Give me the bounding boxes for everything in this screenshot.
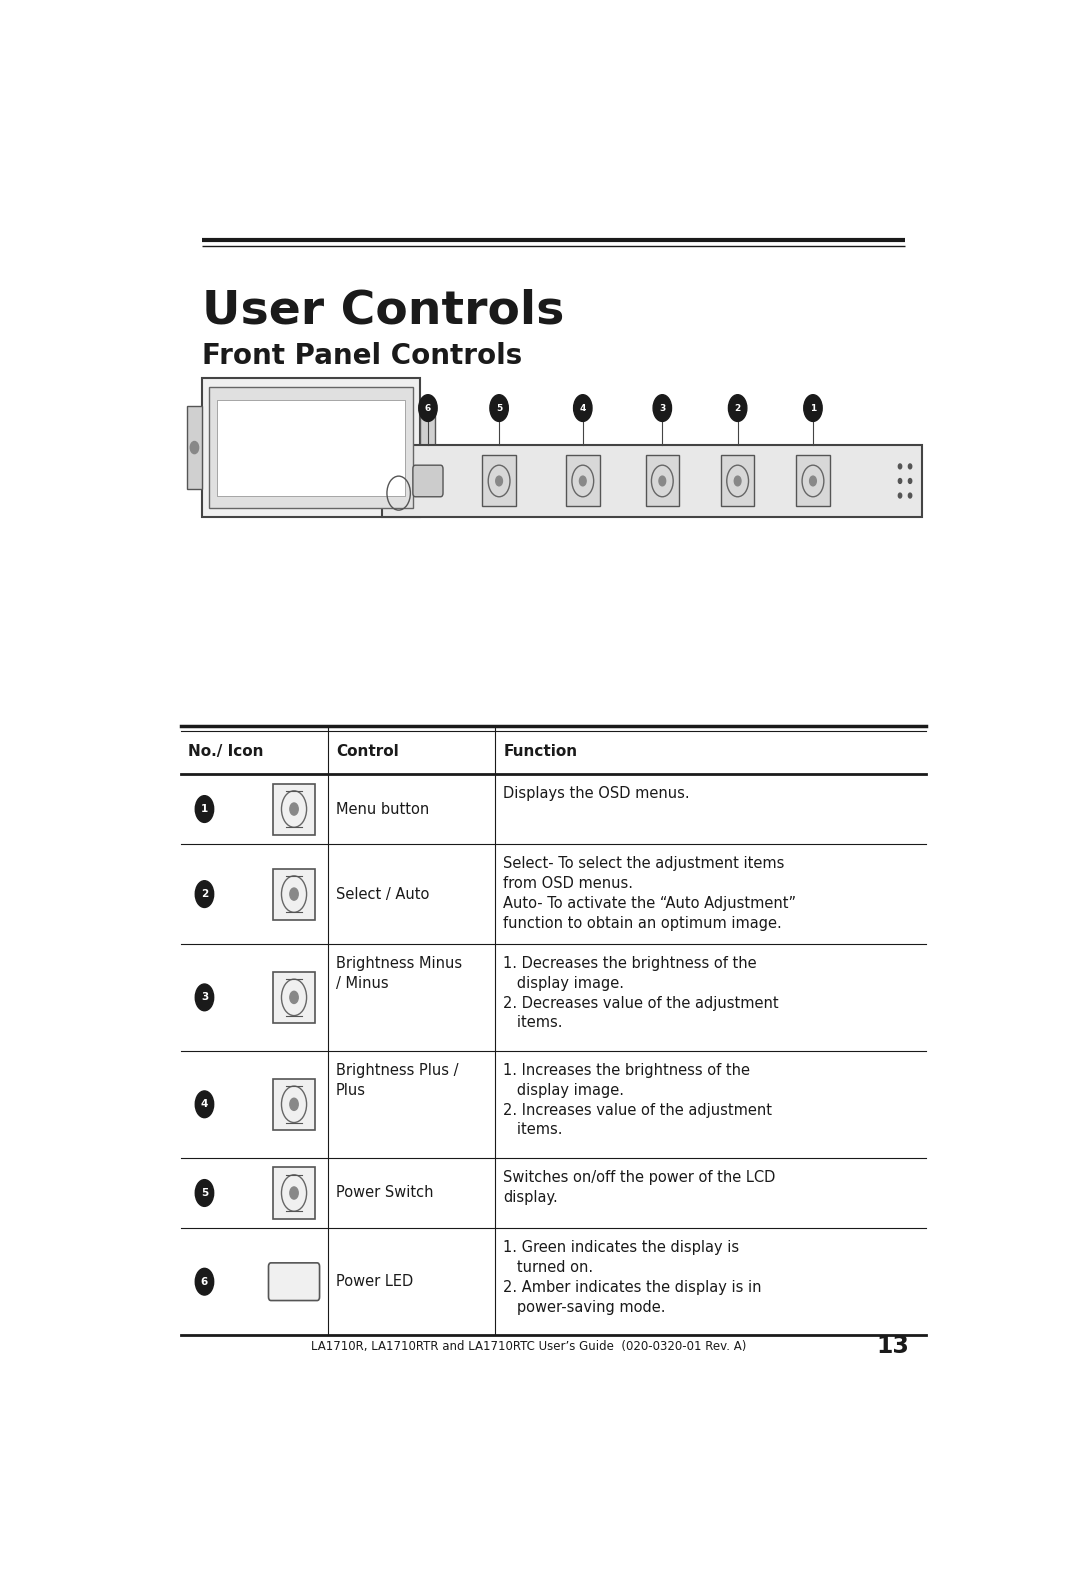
Bar [420,406,434,489]
Circle shape [734,477,741,486]
Bar [273,972,315,1023]
Text: 4: 4 [580,404,586,412]
Text: 6: 6 [201,1277,208,1286]
Text: 1: 1 [810,404,816,412]
Text: Brightness Plus /
Plus: Brightness Plus / Plus [336,1064,458,1098]
Text: Select / Auto: Select / Auto [336,887,429,901]
Text: 3: 3 [201,993,208,1002]
Circle shape [195,881,214,907]
Circle shape [195,1269,214,1296]
Circle shape [573,394,592,421]
Circle shape [899,478,902,483]
Text: 2: 2 [734,404,741,412]
Text: 5: 5 [201,1188,208,1198]
Text: 1. Decreases the brightness of the
   display image.
2. Decreases value of the a: 1. Decreases the brightness of the displ… [503,956,779,1030]
Text: 1. Increases the brightness of the
   display image.
2. Increases value of the a: 1. Increases the brightness of the displ… [503,1064,772,1138]
Circle shape [810,477,816,486]
Circle shape [490,394,509,421]
Circle shape [659,477,665,486]
Circle shape [419,394,437,421]
Text: LA1710R, LA1710RTR and LA1710RTC User’s Guide  (020-0320-01 Rev. A): LA1710R, LA1710RTR and LA1710RTC User’s … [311,1340,746,1352]
Text: Select- To select the adjustment items
from OSD menus.
Auto- To activate the “Au: Select- To select the adjustment items f… [503,857,796,931]
Circle shape [580,477,586,486]
Circle shape [289,1187,298,1199]
Bar [202,377,420,518]
Circle shape [908,492,912,499]
Bar [273,1079,315,1130]
FancyBboxPatch shape [269,1262,320,1300]
Circle shape [289,888,298,899]
Text: 1: 1 [201,805,208,814]
Bar [483,456,516,507]
Bar [273,1168,315,1218]
Bar [566,456,599,507]
Text: 6: 6 [424,404,431,412]
Circle shape [908,464,912,469]
Bar [382,445,922,518]
Text: Power LED: Power LED [336,1273,414,1289]
Circle shape [728,394,747,421]
Text: No./ Icon: No./ Icon [188,745,264,759]
Circle shape [195,1090,214,1117]
Circle shape [899,492,902,499]
Circle shape [496,477,502,486]
Text: Brightness Minus
/ Minus: Brightness Minus / Minus [336,956,462,991]
Text: Menu button: Menu button [336,802,429,816]
Bar [273,868,315,920]
Text: 4: 4 [201,1100,208,1109]
Circle shape [195,1180,214,1206]
Bar [646,456,679,507]
Circle shape [804,394,822,421]
Text: User Controls: User Controls [202,289,565,335]
Bar [273,784,315,835]
Circle shape [908,478,912,483]
Text: Switches on/off the power of the LCD
display.: Switches on/off the power of the LCD dis… [503,1169,775,1204]
Bar [187,406,202,489]
Text: 13: 13 [876,1333,909,1359]
Circle shape [195,795,214,822]
Circle shape [289,1098,298,1111]
Text: Power Switch: Power Switch [336,1185,433,1201]
Circle shape [289,991,298,1004]
Text: Front Panel Controls: Front Panel Controls [202,342,523,371]
Text: 3: 3 [659,404,665,412]
Circle shape [195,985,214,1011]
Text: Function: Function [503,745,578,759]
Bar [796,456,829,507]
Circle shape [289,803,298,816]
Circle shape [899,464,902,469]
Circle shape [190,442,199,453]
Circle shape [653,394,672,421]
Bar [217,399,405,495]
Text: 1. Green indicates the display is
   turned on.
2. Amber indicates the display i: 1. Green indicates the display is turned… [503,1240,761,1314]
FancyBboxPatch shape [413,466,443,497]
Text: 2: 2 [201,888,208,899]
Text: 5: 5 [496,404,502,412]
Text: Displays the OSD menus.: Displays the OSD menus. [503,786,690,802]
Bar [208,388,413,508]
Text: Control: Control [336,745,399,759]
Bar [721,456,754,507]
